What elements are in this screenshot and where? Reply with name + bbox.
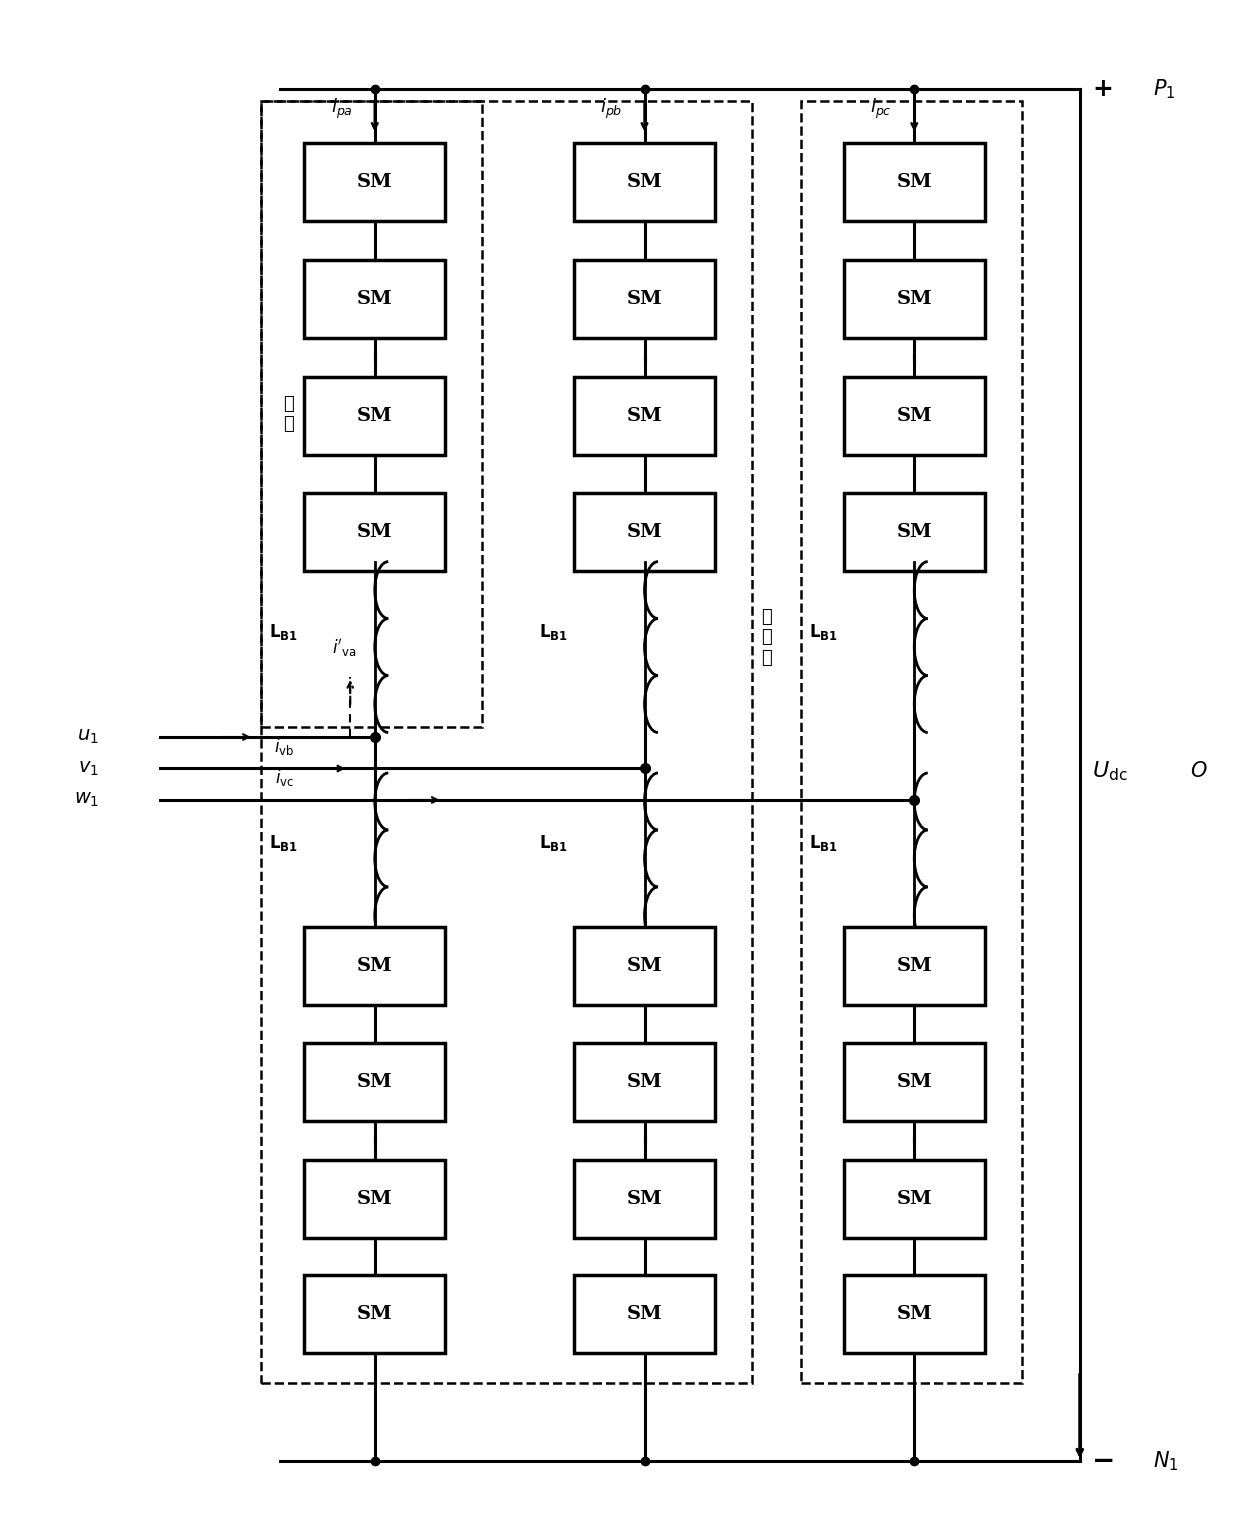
Text: SM: SM [626,522,662,540]
Bar [304,927,445,1005]
Bar [304,377,445,455]
Text: $\mathbf{L}_{\mathbf{B1}}$: $\mathbf{L}_{\mathbf{B1}}$ [539,622,568,642]
Bar [304,1275,445,1353]
Text: SM: SM [626,174,662,191]
Bar [843,377,985,455]
Text: −: − [1092,1446,1115,1475]
Text: $v_1$: $v_1$ [78,760,99,778]
Bar [843,1042,985,1121]
Text: $\mathbf{L}_{\mathbf{B1}}$: $\mathbf{L}_{\mathbf{B1}}$ [539,834,568,853]
Text: 相
单
元: 相 单 元 [761,608,773,667]
Text: $\mathbf{L}_{\mathbf{B1}}$: $\mathbf{L}_{\mathbf{B1}}$ [269,622,298,642]
Text: +: + [1092,77,1114,101]
Bar [304,1160,445,1238]
Text: SM: SM [626,1306,662,1324]
Text: SM: SM [897,174,932,191]
Text: $U_{\rm dc}$: $U_{\rm dc}$ [1092,760,1128,784]
Text: SM: SM [357,290,393,309]
Text: SM: SM [897,958,932,976]
Text: $i_{\rm vc}$: $i_{\rm vc}$ [275,767,294,788]
Bar [304,144,445,221]
Text: SM: SM [357,174,393,191]
Text: SM: SM [626,407,662,425]
Bar [801,101,1022,1383]
Bar [843,144,985,221]
Bar [843,260,985,339]
Bar [574,1275,715,1353]
Bar [843,1160,985,1238]
Bar [574,927,715,1005]
Text: SM: SM [626,1189,662,1207]
Text: SM: SM [897,1189,932,1207]
Text: SM: SM [357,1189,393,1207]
Bar [574,144,715,221]
Bar [262,101,751,1383]
Text: SM: SM [357,522,393,540]
Bar [574,493,715,570]
Bar [843,1275,985,1353]
Bar [574,1042,715,1121]
Text: SM: SM [897,407,932,425]
Bar [262,101,482,726]
Text: $i'_{\rm va}$: $i'_{\rm va}$ [331,637,357,660]
Text: SM: SM [897,1306,932,1324]
Text: $i_{\rm vb}$: $i_{\rm vb}$ [274,735,294,756]
Text: SM: SM [357,1306,393,1324]
Text: $\mathbf{L}_{\mathbf{B1}}$: $\mathbf{L}_{\mathbf{B1}}$ [269,834,298,853]
Text: SM: SM [626,1073,662,1091]
Bar [574,1160,715,1238]
Bar [843,493,985,570]
Text: 桥
臂: 桥 臂 [283,395,294,433]
Bar [304,1042,445,1121]
Text: $w_1$: $w_1$ [73,791,99,809]
Text: $i_{pa}$: $i_{pa}$ [331,97,352,121]
Bar [574,377,715,455]
Bar [574,260,715,339]
Text: $i_{pb}$: $i_{pb}$ [600,97,622,121]
Text: SM: SM [897,290,932,309]
Bar [304,493,445,570]
Text: SM: SM [897,522,932,540]
Text: $i_{pc}$: $i_{pc}$ [870,97,893,121]
Text: SM: SM [626,290,662,309]
Text: $\mathbf{L}_{\mathbf{B1}}$: $\mathbf{L}_{\mathbf{B1}}$ [808,622,838,642]
Text: SM: SM [357,958,393,976]
Text: $O$: $O$ [1190,761,1208,782]
Text: $u_1$: $u_1$ [77,728,99,746]
Text: $N_1$: $N_1$ [1153,1449,1179,1472]
Text: $P_1$: $P_1$ [1153,77,1176,101]
Text: SM: SM [357,407,393,425]
Text: SM: SM [357,1073,393,1091]
Text: $\mathbf{L}_{\mathbf{B1}}$: $\mathbf{L}_{\mathbf{B1}}$ [808,834,838,853]
Bar [843,927,985,1005]
Bar [304,260,445,339]
Text: SM: SM [897,1073,932,1091]
Text: SM: SM [626,958,662,976]
